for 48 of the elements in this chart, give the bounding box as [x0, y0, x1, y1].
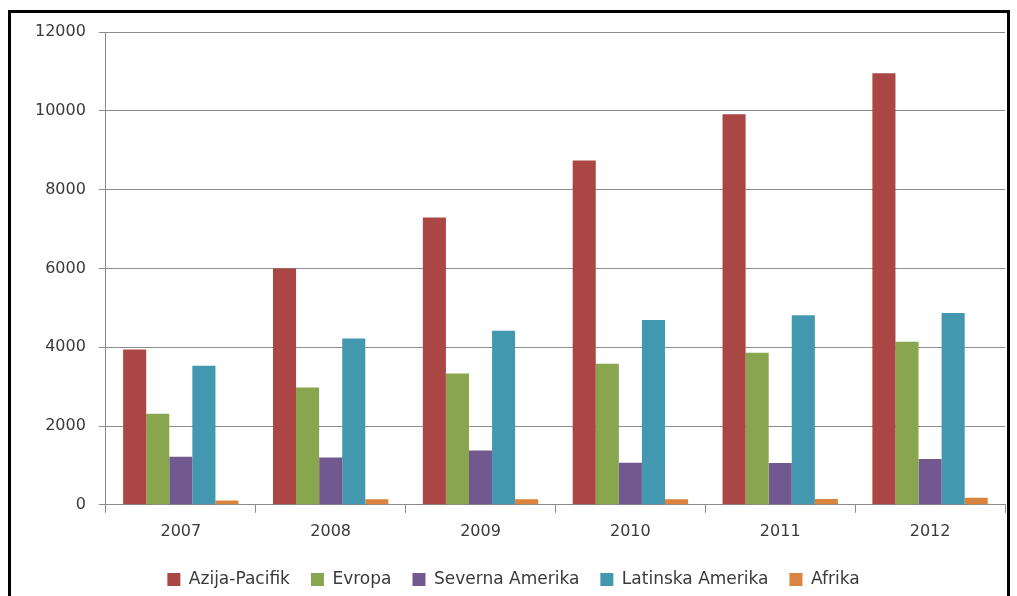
bar [468, 450, 493, 505]
bar [272, 268, 297, 505]
legend-label: Latinska Amerika [621, 567, 769, 588]
y-tick-label: 6000 [45, 257, 86, 277]
legend-label: Severna Amerika [433, 567, 580, 588]
y-tick-label: 2000 [45, 415, 86, 435]
bar [319, 457, 343, 505]
bar [296, 387, 320, 505]
bar [445, 373, 469, 505]
y-tick-label: 0 [75, 493, 86, 513]
bar [814, 498, 838, 505]
bar [918, 459, 942, 505]
bar [768, 463, 792, 505]
legend-label: Evropa [332, 567, 392, 588]
y-tick-label: 12000 [34, 21, 86, 41]
bar [745, 352, 769, 505]
bar [215, 500, 239, 505]
bar [791, 315, 815, 505]
bar [941, 312, 965, 505]
bar [641, 320, 665, 505]
legend-label: Azija-Pacifik [188, 567, 291, 588]
bar [572, 160, 596, 505]
bar [492, 330, 516, 505]
bar [722, 114, 746, 505]
x-tick-label: 2010 [610, 520, 651, 540]
y-tick-label: 4000 [45, 336, 86, 356]
bar [964, 497, 988, 505]
x-tick-label: 2007 [160, 520, 202, 540]
bar [515, 499, 539, 505]
bar [422, 217, 446, 505]
legend-label: Afrika [810, 567, 860, 588]
bar [342, 338, 366, 505]
bar [595, 363, 619, 505]
bar [872, 73, 896, 505]
x-tick-label: 2008 [310, 520, 352, 540]
bar [146, 413, 170, 505]
bar [192, 365, 216, 505]
y-tick-label: 10000 [34, 99, 86, 119]
bar [664, 499, 689, 505]
bar [169, 456, 193, 505]
bar [618, 462, 642, 505]
x-tick-label: 2009 [460, 520, 501, 540]
x-tick-label: 2012 [909, 520, 951, 540]
bar [895, 341, 919, 505]
y-tick-label: 8000 [45, 178, 86, 198]
bar [365, 499, 389, 505]
x-tick-label: 2011 [759, 520, 801, 540]
bar [123, 349, 147, 505]
